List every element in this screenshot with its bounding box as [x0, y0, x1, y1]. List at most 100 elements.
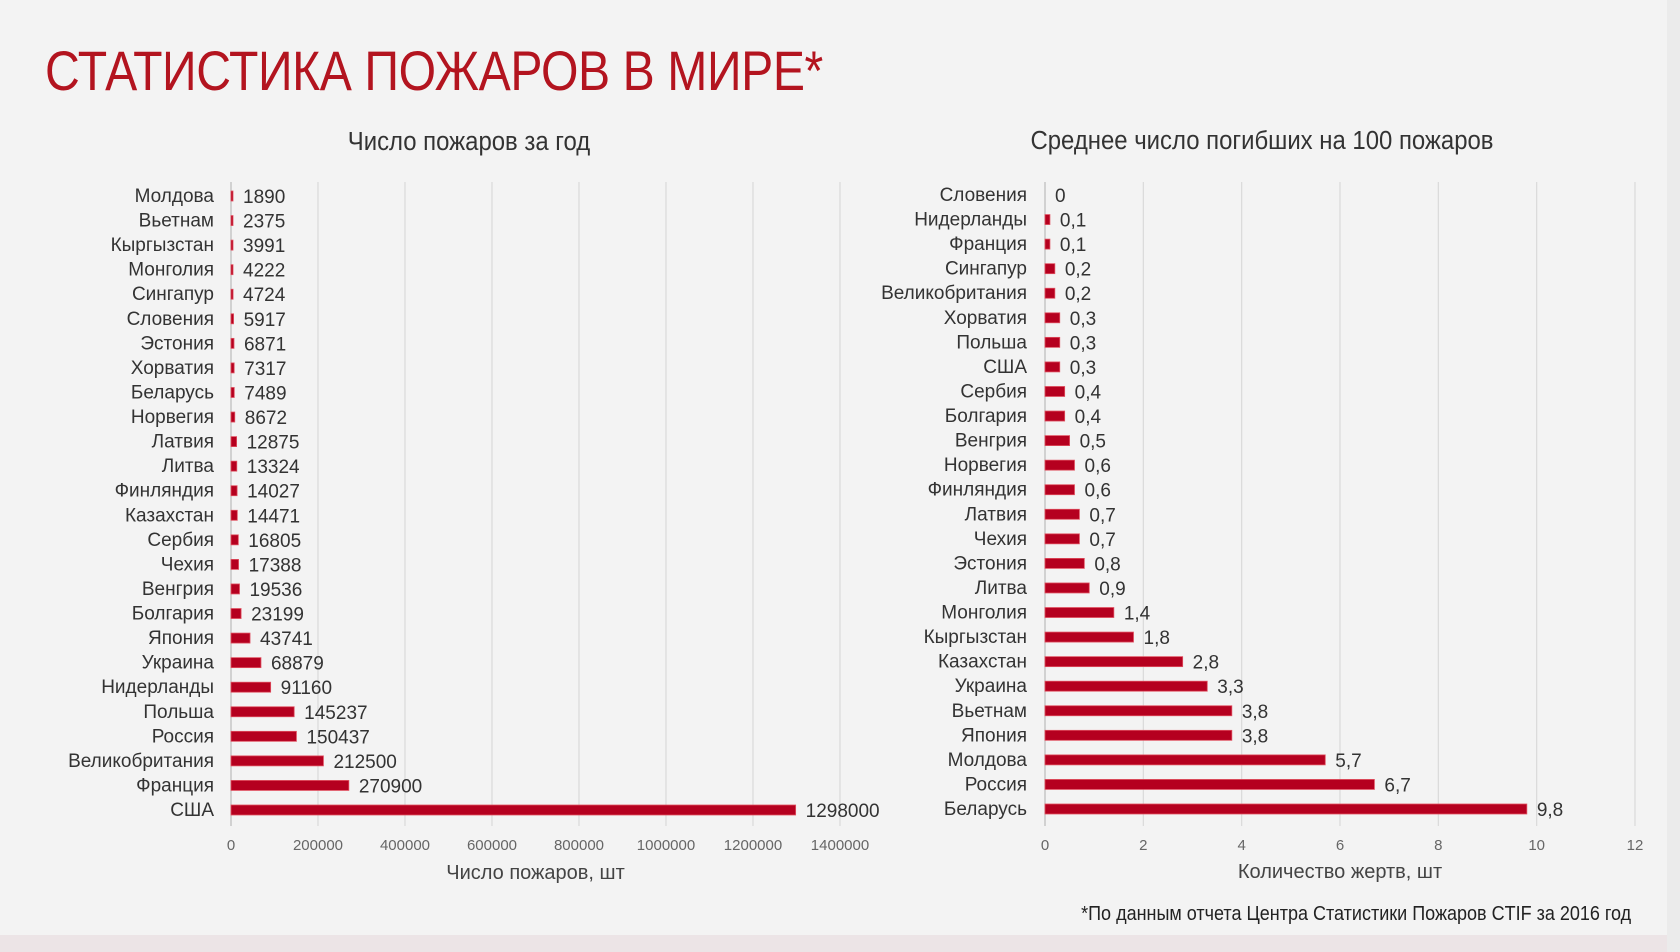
- category-label: Хорватия: [944, 308, 1027, 329]
- bar: [1044, 361, 1061, 373]
- data-label: 0,8: [1094, 554, 1120, 575]
- chart-title: Число пожаров за год: [348, 127, 591, 156]
- category-label: Кыргызстан: [924, 627, 1027, 648]
- data-label: 13324: [247, 457, 300, 478]
- bar: [1044, 656, 1184, 668]
- x-tick-label: 1200000: [724, 837, 782, 854]
- x-tick-label: 600000: [467, 837, 517, 854]
- category-label: Латвия: [965, 504, 1027, 525]
- x-tick-label: 400000: [380, 837, 430, 854]
- x-tick-label: 4: [1237, 837, 1245, 854]
- data-label: 0,3: [1070, 358, 1096, 379]
- category-label: Финляндия: [115, 481, 214, 502]
- data-label: 0,3: [1070, 333, 1096, 354]
- category-label: Монголия: [941, 603, 1027, 624]
- category-label: Сингапур: [132, 284, 214, 305]
- bar: [1044, 459, 1075, 471]
- x-axis-label: Число пожаров, шт: [446, 862, 625, 884]
- bar: [230, 730, 297, 742]
- data-label: 8672: [245, 408, 287, 429]
- data-label: 270900: [359, 776, 422, 797]
- data-label: 6,7: [1384, 775, 1410, 796]
- category-label: Словения: [127, 309, 214, 330]
- category-label: Болгария: [132, 604, 214, 625]
- data-label: 0,7: [1089, 530, 1115, 551]
- bar: [230, 804, 797, 816]
- bar: [230, 632, 251, 644]
- footnote: *По данным отчета Центра Статистики Пожа…: [1080, 903, 1631, 925]
- category-label: Монголия: [128, 260, 214, 281]
- category-label: Молдова: [948, 750, 1028, 771]
- data-label: 0,2: [1065, 284, 1091, 305]
- bar: [230, 485, 238, 497]
- category-label: США: [170, 800, 214, 821]
- bar: [1044, 508, 1080, 520]
- bar: [230, 288, 234, 300]
- data-label: 9,8: [1537, 800, 1563, 821]
- bar: [1044, 631, 1134, 643]
- data-label: 0,6: [1085, 456, 1111, 477]
- category-label: Украина: [955, 676, 1028, 697]
- category-label: Кыргызстан: [111, 235, 214, 256]
- data-label: 1298000: [806, 801, 880, 822]
- x-tick-label: 0: [227, 837, 235, 854]
- category-label: Литва: [162, 456, 215, 477]
- data-label: 3,8: [1242, 702, 1268, 723]
- data-label: 3,3: [1217, 677, 1243, 698]
- data-label: 19536: [249, 580, 302, 601]
- bar: [1044, 214, 1051, 225]
- category-label: Вьетнам: [952, 701, 1027, 722]
- bar: [230, 657, 262, 669]
- data-label: 0,2: [1065, 260, 1091, 281]
- bar: [1044, 312, 1061, 324]
- bar: [230, 583, 240, 595]
- x-tick-label: 0: [1041, 837, 1049, 854]
- data-label: 68879: [271, 654, 324, 675]
- category-label: Финляндия: [928, 480, 1027, 501]
- data-label: 1,8: [1144, 628, 1170, 649]
- bar: [1044, 435, 1070, 447]
- category-label: Вьетнам: [139, 211, 214, 232]
- category-label: Сербия: [147, 530, 214, 551]
- category-label: Хорватия: [131, 358, 214, 379]
- bar: [1044, 238, 1051, 250]
- bar: [230, 509, 238, 521]
- category-label: Литва: [975, 578, 1028, 599]
- category-label: Молдова: [135, 186, 215, 207]
- bar: [1044, 779, 1375, 790]
- bar: [1044, 754, 1326, 766]
- data-label: 17388: [249, 555, 302, 576]
- bar: [230, 313, 234, 325]
- bar: [230, 337, 235, 349]
- category-label: Нидерланды: [101, 677, 214, 698]
- bar: [1044, 533, 1080, 545]
- bar: [230, 239, 234, 251]
- category-label: Венгрия: [142, 579, 214, 600]
- data-label: 0,1: [1060, 211, 1086, 232]
- bar: [230, 780, 350, 791]
- bar: [1044, 607, 1115, 618]
- category-label: Словения: [940, 185, 1027, 206]
- category-label: Нидерланды: [914, 210, 1027, 231]
- data-label: 3,8: [1242, 726, 1268, 747]
- category-label: Беларусь: [944, 799, 1027, 820]
- category-label: Беларусь: [131, 382, 214, 403]
- data-label: 4222: [243, 261, 285, 282]
- bar: [230, 755, 324, 767]
- x-tick-label: 10: [1528, 837, 1545, 854]
- category-label: Норвегия: [131, 407, 214, 428]
- category-label: Эстония: [140, 333, 214, 354]
- data-label: 0,6: [1085, 481, 1111, 502]
- data-label: 0,5: [1080, 432, 1106, 453]
- bar: [1044, 558, 1085, 569]
- bar: [230, 706, 295, 718]
- category-label: Сингапур: [945, 259, 1027, 280]
- x-axis-label: Количество жертв, шт: [1238, 861, 1442, 883]
- bar: [1044, 336, 1061, 348]
- data-label: 5917: [244, 310, 286, 331]
- x-tick-label: 1400000: [811, 837, 869, 854]
- category-label: Великобритания: [68, 751, 214, 772]
- category-label: Япония: [148, 628, 214, 649]
- data-label: 14027: [247, 482, 300, 503]
- bar: [230, 215, 234, 226]
